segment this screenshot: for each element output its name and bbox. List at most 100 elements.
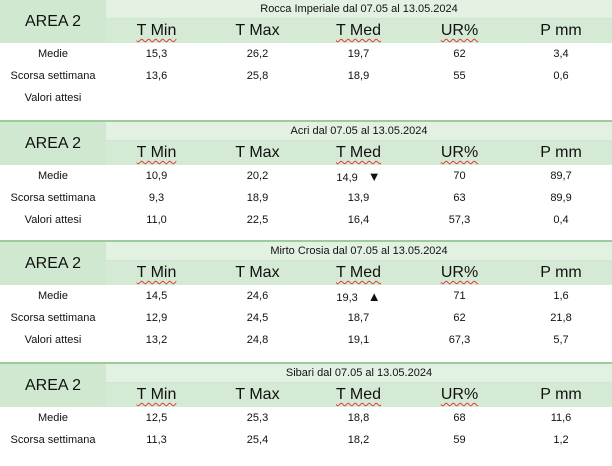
station-block: AREA 2 Acri dal 07.05 al 13.05.2024 T Min T… [0, 122, 612, 231]
column-header-text: T Med [335, 144, 382, 161]
cell-value: 19,7 [347, 48, 370, 60]
row-label: Valori attesi [24, 92, 82, 104]
cell-value: 57,3 [448, 214, 471, 226]
station-block: AREA 2 Mirto Crosia dal 07.05 al 13.05.20… [0, 242, 612, 351]
data-row: Medie 10,9 20,2 14,9 ▼ 70 89,7 [0, 165, 612, 187]
data-row: Medie 15,3 26,2 19,7 62 3,4 [0, 43, 612, 65]
cell-value: 25,4 [246, 434, 269, 446]
cell-value: 18,2 [347, 434, 370, 446]
data-cell: 12,5 [106, 407, 207, 429]
row-label: Scorsa settimana [10, 434, 96, 446]
cell-value: 1,2 [553, 434, 569, 446]
cell-value: 22,5 [246, 214, 269, 226]
cell-value: 25,3 [246, 412, 269, 424]
cell-value: 1,6 [553, 290, 569, 302]
row-label: Scorsa settimana [10, 70, 96, 82]
data-cell: 18,8 [308, 407, 409, 429]
data-cell [308, 87, 409, 109]
data-cell: 71 [409, 285, 510, 307]
data-row: Scorsa settimana 12,9 24,5 18,7 62 21,8 [0, 307, 612, 329]
row-label: Medie [38, 412, 68, 424]
data-row: Scorsa settimana 11,3 25,4 18,2 59 1,2 [0, 429, 612, 451]
cell-value: 24,8 [246, 334, 269, 346]
cell-value: 62 [453, 312, 466, 324]
station-table: AREA 2 Acri dal 07.05 al 13.05.2024 T Min T… [0, 122, 612, 231]
column-header-text: T Min [136, 144, 177, 161]
trend-down-icon: ▼ [367, 168, 381, 184]
area-label: AREA 2 [0, 122, 106, 165]
column-header: P mm [510, 260, 612, 285]
cell-value: 20,2 [246, 170, 269, 182]
data-cell: 5,7 [510, 329, 612, 351]
station-title: Rocca Imperiale dal 07.05 al 13.05.2024 [106, 0, 612, 19]
block-separator [0, 120, 612, 122]
station-block: AREA 2 Sibari dal 07.05 al 13.05.2024 T Mi… [0, 364, 612, 451]
title-row: AREA 2 Rocca Imperiale dal 07.05 al 13.05… [0, 0, 612, 43]
title-row: AREA 2 Sibari dal 07.05 al 13.05.2024 [0, 364, 612, 407]
data-cell: 1,6 [510, 285, 612, 307]
data-cell: 62 [409, 307, 510, 329]
column-header: T Min [106, 382, 207, 407]
data-cell: 19,7 [308, 43, 409, 65]
column-header-row: T Min T Max T Med UR% P mm [0, 18, 612, 43]
area-label: AREA 2 [0, 364, 106, 407]
data-cell: 62 [409, 43, 510, 65]
data-cell: 63 [409, 187, 510, 209]
column-header: T Med [308, 140, 409, 165]
cell-value: 21,8 [550, 312, 572, 324]
title-row: AREA 2 Mirto Crosia dal 07.05 al 13.05.20… [0, 242, 612, 285]
column-header: T Min [106, 260, 207, 285]
cell-value: 55 [453, 70, 466, 82]
cell-value: 70 [453, 170, 466, 182]
data-cell: 18,7 [308, 307, 409, 329]
data-cell: 24,8 [207, 329, 308, 351]
cell-value: 0,6 [553, 70, 569, 82]
column-header-row: T Min T Max T Med UR% P mm [0, 140, 612, 165]
data-cell: 67,3 [409, 329, 510, 351]
station-title: Sibari dal 07.05 al 13.05.2024 [106, 364, 612, 383]
cell-value: 5,7 [553, 334, 569, 346]
data-row: Scorsa settimana 13,6 25,8 18,9 55 0,6 [0, 65, 612, 87]
column-header-text: P mm [540, 386, 582, 403]
column-header-text: T Max [235, 386, 280, 403]
column-header-text: T Med [335, 386, 382, 403]
column-header: UR% [409, 260, 510, 285]
cell-value: 19,3 [336, 291, 358, 304]
data-cell: 14,9 ▼ [308, 165, 409, 187]
station-table: AREA 2 Rocca Imperiale dal 07.05 al 13.05… [0, 0, 612, 109]
data-cell: 25,3 [207, 407, 308, 429]
data-cell: 19,1 [308, 329, 409, 351]
cell-value: 10,9 [145, 170, 168, 182]
column-header-text: T Min [136, 22, 177, 39]
data-cell [207, 87, 308, 109]
cell-value: 89,9 [550, 192, 572, 204]
column-header: UR% [409, 18, 510, 43]
data-cell: 11,0 [106, 209, 207, 231]
data-cell: 19,3 ▲ [308, 285, 409, 307]
data-cell: 57,3 [409, 209, 510, 231]
cell-value: 14,9 [336, 171, 358, 184]
data-cell: 89,9 [510, 187, 612, 209]
station-title: Mirto Crosia dal 07.05 al 13.05.2024 [106, 242, 612, 261]
cell-value: 14,5 [145, 290, 168, 302]
data-cell: 24,5 [207, 307, 308, 329]
station-table: AREA 2 Mirto Crosia dal 07.05 al 13.05.20… [0, 242, 612, 351]
data-cell: 13,2 [106, 329, 207, 351]
cell-value: 11,3 [146, 434, 167, 446]
cell-value: 68 [453, 412, 466, 424]
cell-value: 13,2 [145, 334, 168, 346]
data-cell [409, 87, 510, 109]
cell-value: 18,8 [347, 412, 370, 424]
column-header-text: UR% [440, 144, 479, 161]
column-header-text: T Max [235, 264, 280, 281]
cell-value: 9,3 [148, 192, 165, 204]
column-header-text: P mm [540, 264, 582, 281]
row-label: Valori attesi [24, 334, 82, 346]
data-cell: 22,5 [207, 209, 308, 231]
station-block: AREA 2 Rocca Imperiale dal 07.05 al 13.05… [0, 0, 612, 109]
column-header: T Min [106, 140, 207, 165]
column-header-text: UR% [440, 264, 479, 281]
data-cell: 3,4 [510, 43, 612, 65]
data-cell: 1,2 [510, 429, 612, 451]
